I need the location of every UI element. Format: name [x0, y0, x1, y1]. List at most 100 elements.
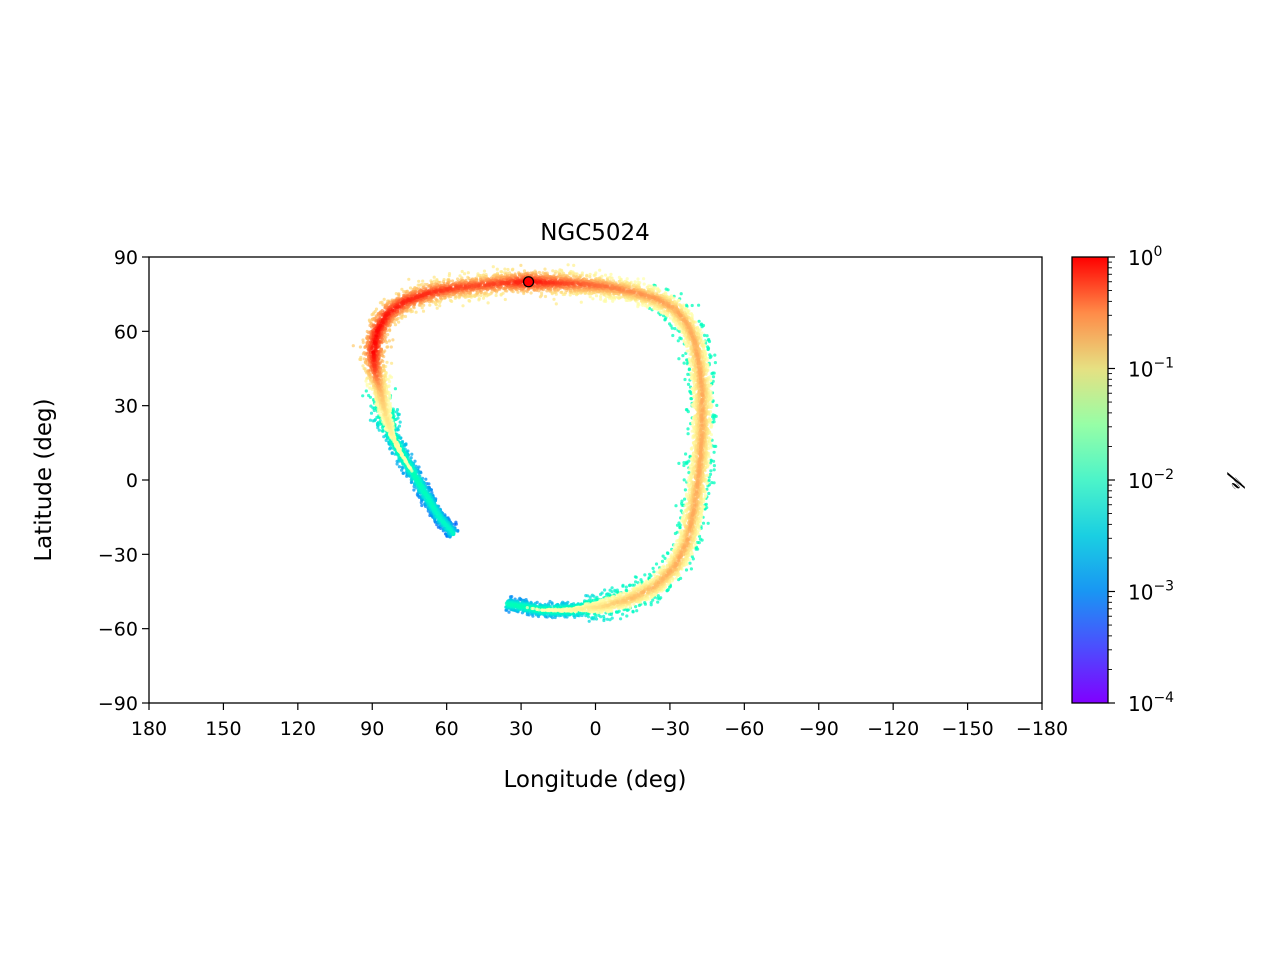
stream-point [600, 591, 604, 595]
stream-point [709, 469, 713, 473]
stream-point [605, 617, 610, 621]
stream-point [609, 272, 613, 276]
stream-point [417, 279, 421, 283]
stream-point [708, 356, 712, 360]
stream-point [621, 584, 625, 588]
stream-point [385, 360, 389, 364]
stream-point [592, 273, 596, 277]
stream-point [511, 267, 515, 271]
stream-point [535, 607, 539, 612]
stream-point [390, 361, 394, 365]
stream-point [463, 272, 467, 276]
stream-point [543, 267, 547, 271]
stream-point [711, 415, 715, 419]
stream-point [393, 387, 397, 391]
stream-point [683, 307, 687, 311]
stream-point [594, 294, 599, 298]
stream-point [550, 602, 554, 606]
stream-point [587, 619, 591, 623]
stream-point [710, 372, 714, 376]
stream-point [479, 293, 483, 298]
stream-point [494, 293, 498, 298]
stream-point [686, 349, 691, 353]
stream-point [611, 295, 616, 299]
stream-point [688, 561, 692, 565]
stream-point [686, 432, 690, 436]
stream-point [679, 292, 683, 296]
stream-point [681, 354, 685, 358]
stream-point [588, 295, 592, 299]
stream-point [454, 520, 458, 524]
stream-point [599, 294, 603, 299]
stream-point [603, 273, 608, 277]
stream-point [691, 557, 695, 561]
stream-point [579, 300, 583, 304]
stream-point [705, 334, 709, 338]
stream-point [394, 441, 398, 445]
stream-point [700, 344, 704, 348]
stream-point [651, 598, 655, 602]
stream-point [501, 291, 505, 295]
stream-point [643, 573, 647, 577]
stream-point [666, 551, 670, 556]
stream-point [448, 298, 452, 302]
stream-point [435, 306, 439, 310]
stream-point [682, 478, 686, 482]
stream-point [418, 283, 422, 287]
stream-point [673, 531, 678, 536]
stream-point [656, 594, 660, 598]
stream-point [414, 310, 418, 314]
stream-point [663, 556, 667, 561]
stream-point [529, 291, 533, 295]
stream-point [686, 410, 690, 414]
stream-point [631, 609, 635, 614]
stream-point [368, 418, 372, 422]
stream-point [686, 427, 690, 431]
stream-point [387, 339, 391, 343]
stream-point [566, 263, 570, 267]
stream-point [385, 417, 389, 421]
stream-point [596, 605, 600, 609]
stream-point [588, 275, 592, 279]
stream-point [359, 355, 363, 360]
stream-point [568, 608, 572, 612]
stream-point [580, 607, 584, 611]
stream-point [427, 497, 431, 501]
stream-point [633, 280, 637, 284]
stream-point [552, 297, 556, 301]
stream-point [431, 505, 435, 509]
stream-point [364, 389, 368, 393]
stream-point [560, 290, 564, 294]
stream-point [543, 294, 548, 299]
stream-point [625, 589, 629, 593]
stream-point [361, 394, 365, 398]
stream-point [390, 451, 394, 455]
stream-point [636, 277, 640, 281]
stream-point [673, 327, 677, 331]
stream-point [419, 500, 423, 505]
stream-point [687, 367, 692, 371]
stream-point [382, 297, 386, 301]
stream-point [551, 269, 555, 273]
stream-point [642, 277, 646, 281]
stream-point [413, 459, 417, 463]
stream-point [610, 276, 614, 280]
stream-point [371, 419, 375, 423]
stream-point [572, 263, 576, 267]
stream-point [668, 322, 672, 326]
stream-point [421, 279, 425, 283]
stream-point [525, 606, 529, 610]
stream-point [684, 568, 689, 572]
stream-point [448, 528, 452, 532]
stream-point [714, 444, 718, 448]
stream-point [378, 301, 382, 305]
stream-point [412, 488, 416, 492]
stream-point [461, 304, 465, 308]
stream-point [466, 271, 470, 275]
stream-point [703, 493, 707, 497]
stream-point [588, 595, 592, 599]
stream-point [568, 272, 573, 276]
stream-point [591, 297, 595, 301]
stream-point [654, 562, 659, 566]
stream-point [635, 609, 639, 613]
